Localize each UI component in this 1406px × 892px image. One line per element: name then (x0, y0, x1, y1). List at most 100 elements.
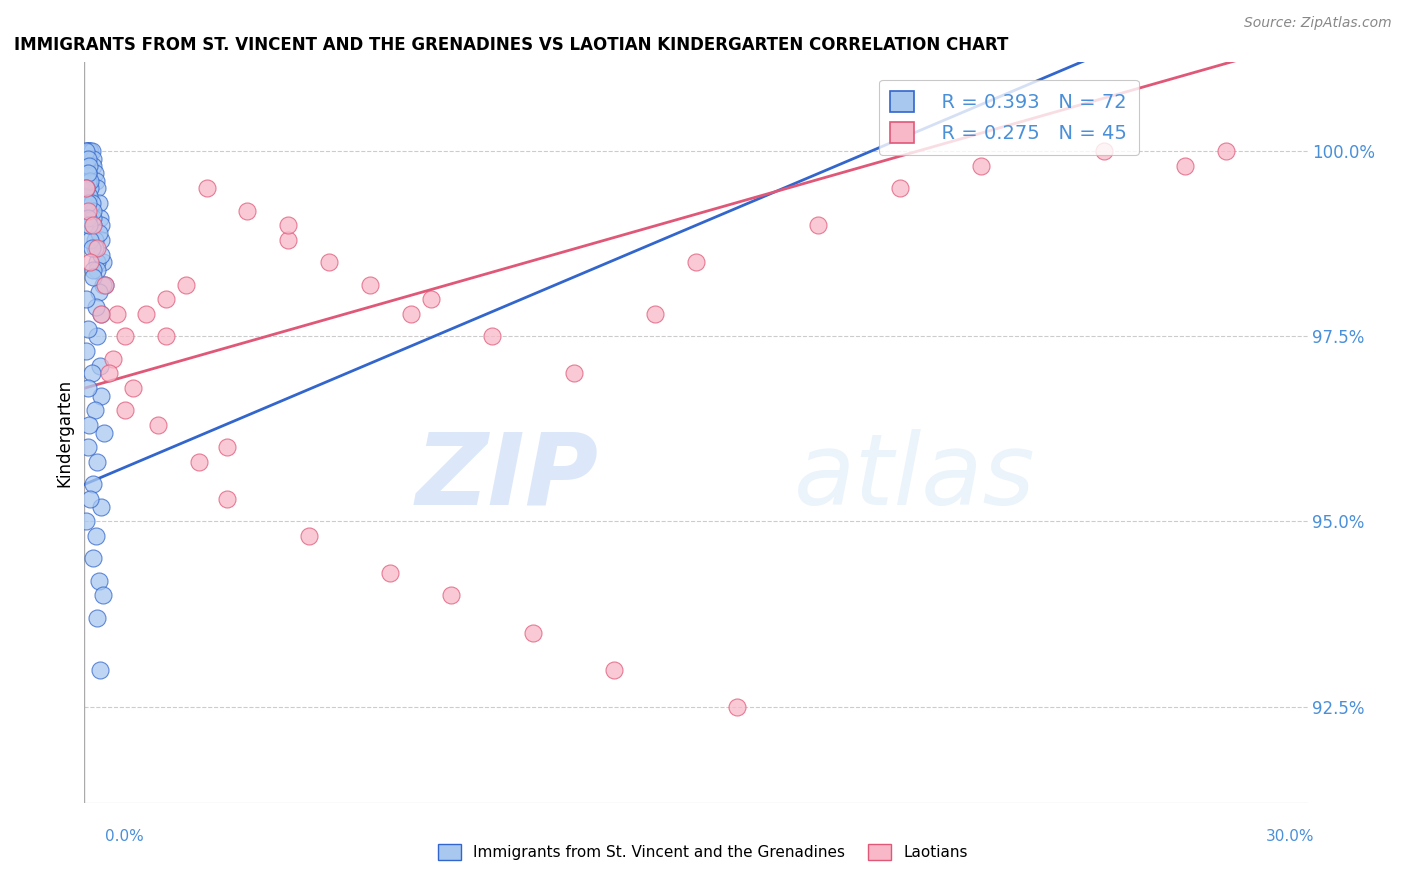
Point (82, 551, 104, 566)
Point (75, 181, 97, 195)
Point (91, 255, 114, 269)
Point (83, 403, 105, 417)
Point (84, 174, 107, 188)
Point (76, 152, 98, 166)
Point (93, 277, 115, 292)
Point (87, 285, 110, 299)
Point (155, 293, 177, 307)
Point (82, 159, 104, 173)
Point (90, 233, 112, 247)
Point (1215, 145, 1237, 159)
Point (80, 145, 103, 159)
Point (685, 255, 707, 269)
Text: IMMIGRANTS FROM ST. VINCENT AND THE GRENADINES VS LAOTIAN KINDERGARTEN CORRELATI: IMMIGRANTS FROM ST. VINCENT AND THE GREN… (14, 36, 1008, 54)
Point (89, 211, 111, 225)
Point (75, 515, 97, 529)
Point (90, 500, 112, 514)
Point (93, 277, 115, 292)
Point (82, 219, 104, 233)
Point (86, 255, 108, 269)
Point (80, 196, 103, 211)
Point (76, 196, 98, 211)
Point (83, 241, 105, 255)
Point (79, 255, 101, 269)
Point (399, 307, 422, 321)
Point (82, 477, 104, 491)
Point (93, 425, 115, 440)
Point (76, 145, 98, 159)
Text: 0.0%: 0.0% (105, 830, 145, 844)
Point (187, 455, 209, 469)
Point (79, 233, 101, 247)
Point (174, 277, 197, 292)
Y-axis label: Kindergarten: Kindergarten (55, 378, 73, 487)
Point (82, 270, 104, 285)
Point (277, 233, 299, 247)
Point (298, 529, 321, 543)
Point (90, 307, 112, 321)
Point (77, 322, 100, 336)
Point (420, 293, 443, 307)
Point (79, 492, 101, 507)
Point (84, 300, 107, 314)
Point (87, 574, 110, 588)
Point (725, 699, 748, 714)
Point (83, 233, 105, 247)
Point (195, 181, 218, 195)
Point (90, 248, 112, 262)
Point (76, 381, 98, 395)
Point (82, 211, 104, 225)
Point (77, 145, 100, 159)
Point (87, 196, 110, 211)
Point (77, 219, 100, 233)
Point (75, 293, 97, 307)
Point (114, 329, 136, 343)
Point (522, 625, 544, 640)
Point (217, 492, 239, 507)
Point (380, 566, 402, 581)
Point (114, 403, 136, 417)
Point (77, 418, 100, 433)
Point (90, 307, 112, 321)
Text: 30.0%: 30.0% (1267, 830, 1315, 844)
Point (644, 307, 666, 321)
Point (807, 219, 830, 233)
Point (86, 181, 108, 195)
Point (77, 211, 100, 225)
Text: Source: ZipAtlas.com: Source: ZipAtlas.com (1244, 16, 1392, 29)
Point (82, 152, 104, 166)
Point (1092, 145, 1115, 159)
Point (86, 262, 108, 277)
Point (1174, 159, 1197, 173)
Point (236, 203, 259, 218)
Point (562, 367, 585, 381)
Point (318, 255, 340, 269)
Point (82, 203, 104, 218)
Point (87, 226, 110, 240)
Point (91, 277, 114, 292)
Point (86, 329, 108, 343)
Point (440, 589, 463, 603)
Point (89, 359, 111, 373)
Point (75, 145, 97, 159)
Point (77, 167, 100, 181)
Point (79, 145, 101, 159)
Point (90, 219, 112, 233)
Point (82, 262, 104, 277)
Point (89, 663, 111, 677)
Point (277, 219, 299, 233)
Point (97, 367, 120, 381)
Point (146, 418, 169, 433)
Point (76, 174, 98, 188)
Point (75, 344, 97, 359)
Point (75, 145, 97, 159)
Point (77, 145, 100, 159)
Point (77, 167, 100, 181)
Point (77, 203, 100, 218)
Legend: Immigrants from St. Vincent and the Grenadines, Laotians: Immigrants from St. Vincent and the Gren… (432, 838, 974, 866)
Point (75, 159, 97, 173)
Point (80, 241, 103, 255)
Point (970, 159, 993, 173)
Point (79, 174, 101, 188)
Point (75, 181, 97, 195)
